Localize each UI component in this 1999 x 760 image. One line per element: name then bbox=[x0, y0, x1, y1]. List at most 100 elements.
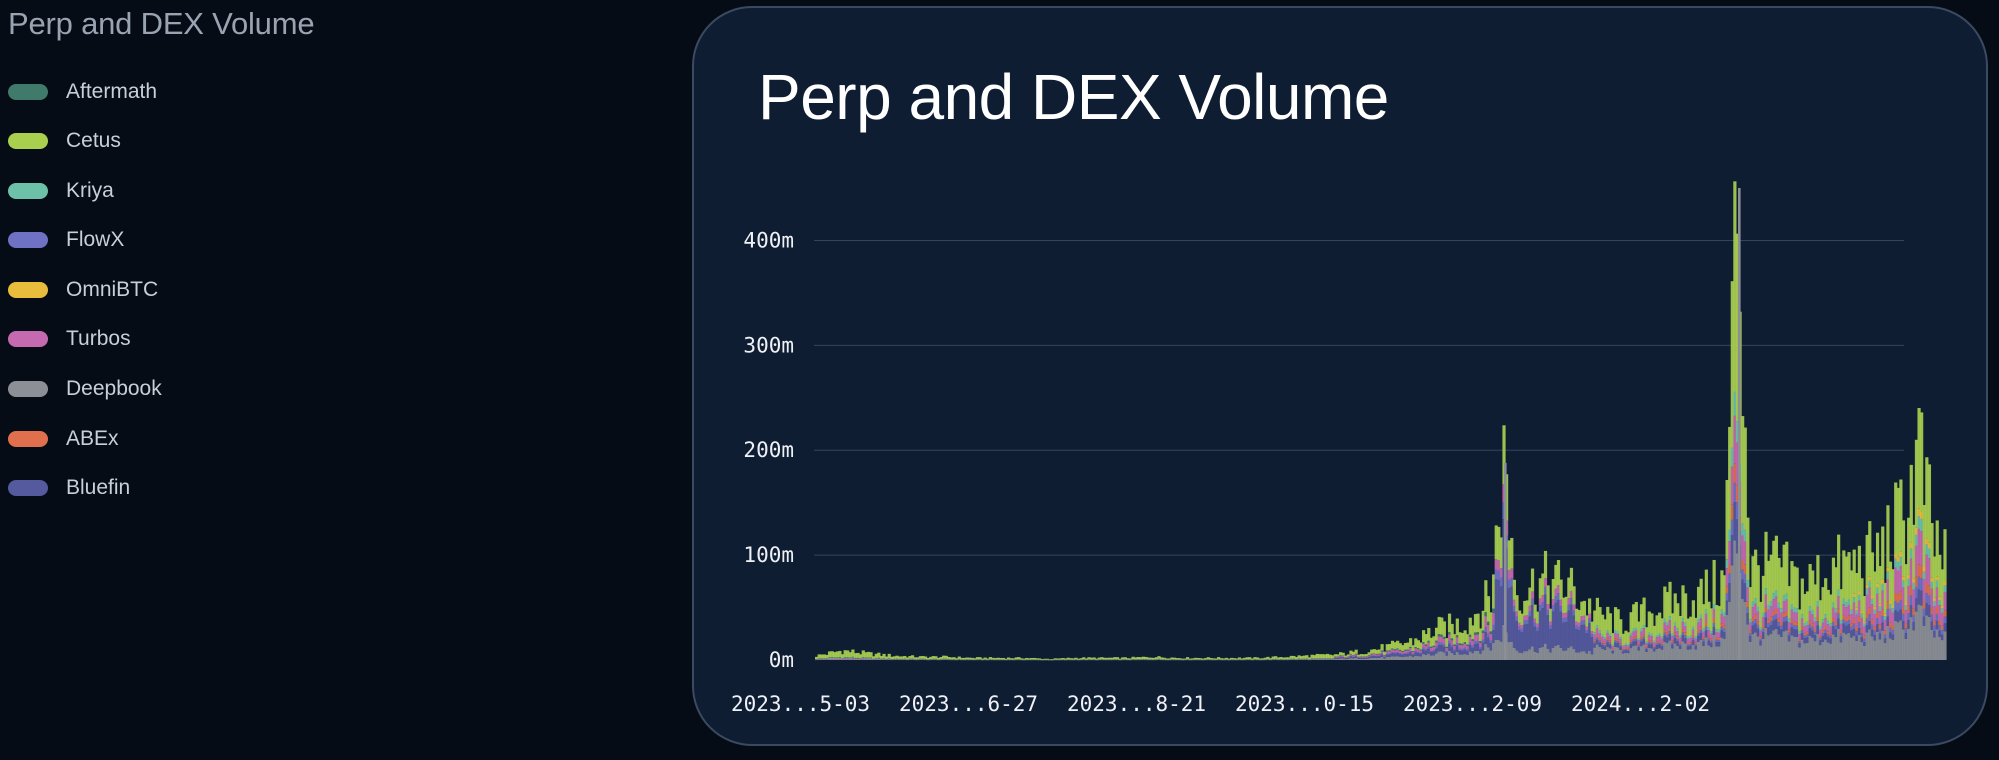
bar-segment-cetus bbox=[1300, 656, 1304, 659]
bar-segment-cetus bbox=[1364, 654, 1369, 657]
bar-segment-kriya bbox=[846, 657, 850, 659]
legend-item-deepbook[interactable]: Deepbook bbox=[8, 370, 162, 409]
bar-segment-cetus bbox=[1030, 657, 1034, 660]
legend-item-abex[interactable]: ABEx bbox=[8, 419, 162, 458]
bar-segment-cetus bbox=[1676, 603, 1680, 629]
legend-item-omnibtc[interactable]: OmniBTC bbox=[8, 270, 162, 309]
bar-segment-bluefin bbox=[1746, 613, 1750, 625]
legend-item-aftermath[interactable]: Aftermath bbox=[8, 72, 162, 111]
bar-segment-flowx bbox=[1512, 606, 1516, 612]
bar-segment-cetus bbox=[1237, 657, 1242, 660]
bar-segment-deepbook bbox=[1821, 641, 1825, 660]
bar-segment-kriya bbox=[1852, 597, 1856, 603]
bar-segment-deepbook bbox=[1523, 651, 1527, 660]
bar-segment-deepbook bbox=[1533, 651, 1537, 660]
bar-segment-turbos bbox=[1894, 567, 1898, 593]
bar-segment-flowx bbox=[1920, 578, 1924, 591]
bar-segment-abex bbox=[1912, 608, 1916, 616]
bar-segment-kriya bbox=[1624, 643, 1628, 646]
bar-segment-cetus bbox=[1590, 621, 1594, 632]
bar-segment-flowx bbox=[1671, 642, 1675, 645]
bar-segment-turbos bbox=[1878, 611, 1882, 625]
bar-segment-bluefin bbox=[1619, 646, 1623, 650]
bar-segment-deepbook bbox=[1637, 650, 1641, 660]
bar-segment-flowx bbox=[1769, 621, 1773, 626]
bar-segment-flowx bbox=[1445, 651, 1449, 653]
legend-item-flowx[interactable]: FlowX bbox=[8, 221, 162, 260]
bar-segment-deepbook bbox=[1580, 651, 1584, 660]
bar-segment-deepbook bbox=[1901, 629, 1906, 660]
bar-segment-turbos bbox=[1865, 594, 1869, 613]
bar-segment-deepbook bbox=[1406, 656, 1410, 660]
bar-segment-cetus bbox=[1224, 657, 1229, 660]
legend-item-cetus[interactable]: Cetus bbox=[8, 122, 162, 161]
bar-segment-cetus bbox=[1528, 587, 1532, 606]
bar-segment-turbos bbox=[1707, 630, 1711, 637]
bar-segment-flowx bbox=[1886, 608, 1890, 617]
bar-segment-bluefin bbox=[1533, 626, 1537, 652]
bar-segment-cetus bbox=[1019, 658, 1024, 660]
bar-segment-flowx bbox=[1582, 620, 1587, 625]
bar-segment-deepbook bbox=[1751, 634, 1755, 660]
bar-segment-turbos bbox=[1398, 650, 1402, 654]
bar-segment-flowx bbox=[1567, 604, 1571, 611]
legend-item-turbos[interactable]: Turbos bbox=[8, 320, 162, 359]
bar-segment-flowx bbox=[1715, 639, 1719, 642]
bar-segment-bluefin bbox=[1364, 657, 1369, 659]
bar-segment-turbos bbox=[1691, 629, 1695, 636]
bar-segment-omnibtc bbox=[1891, 605, 1895, 609]
bar-segment-turbos bbox=[1528, 605, 1532, 612]
bar-segment-aftermath bbox=[1370, 653, 1374, 655]
bar-segment-abex bbox=[1647, 640, 1651, 643]
bar-segment-cetus bbox=[895, 655, 899, 659]
bar-segment-turbos bbox=[1341, 656, 1345, 658]
bar-segment-kriya bbox=[1891, 608, 1895, 613]
legend-label: Bluefin bbox=[66, 476, 131, 500]
legend-item-bluefin[interactable]: Bluefin bbox=[8, 469, 162, 508]
legend-item-kriya[interactable]: Kriya bbox=[8, 171, 162, 210]
bar-segment-turbos bbox=[1632, 631, 1636, 638]
bar-segment-deepbook bbox=[1359, 658, 1363, 660]
bar-segment-deepbook bbox=[1569, 646, 1574, 660]
bar-segment-turbos bbox=[1676, 631, 1680, 637]
bar-segment-flowx bbox=[1824, 629, 1828, 633]
bar-segment-turbos bbox=[1372, 654, 1376, 656]
bar-segment-omnibtc bbox=[1868, 576, 1872, 581]
bar-segment-flowx bbox=[1411, 653, 1415, 655]
bar-segment-cetus bbox=[999, 657, 1003, 660]
bar-segment-turbos bbox=[877, 658, 881, 660]
bar-segment-cetus bbox=[900, 656, 904, 659]
bar-segment-bluefin bbox=[1909, 605, 1913, 618]
bar-segment-deepbook bbox=[1414, 655, 1418, 660]
bar-segment-turbos bbox=[1543, 578, 1548, 587]
bar-segment-flowx bbox=[1580, 620, 1584, 625]
bar-segment-bluefin bbox=[1388, 654, 1392, 657]
bar-segment-cetus bbox=[1134, 657, 1138, 660]
bar-segment-deepbook bbox=[1860, 642, 1864, 660]
bar-segment-cetus bbox=[1284, 657, 1288, 660]
bar-segment-deepbook bbox=[1577, 652, 1581, 660]
bar-segment-abex bbox=[1930, 607, 1934, 615]
bar-segment-flowx bbox=[1398, 653, 1402, 655]
bar-segment-kriya bbox=[1709, 631, 1714, 634]
bar-segment-cetus bbox=[1432, 636, 1436, 646]
bar-segment-turbos bbox=[1769, 606, 1773, 617]
bar-segment-cetus bbox=[1852, 549, 1856, 594]
bar-segment-flowx bbox=[1613, 640, 1618, 643]
bar-segment-cetus bbox=[843, 650, 847, 658]
bar-segment-bluefin bbox=[1912, 622, 1916, 631]
bar-segment-bluefin bbox=[1686, 646, 1690, 650]
bar-segment-cetus bbox=[1185, 657, 1190, 660]
bar-segment-cetus bbox=[1089, 657, 1094, 660]
bar-segment-bluefin bbox=[1492, 630, 1496, 643]
bar-segment-deepbook bbox=[1834, 636, 1838, 660]
bar-segment-aftermath bbox=[1385, 650, 1389, 652]
bar-segment-cetus bbox=[885, 656, 889, 659]
bar-segment-turbos bbox=[1650, 636, 1654, 641]
bar-segment-cetus bbox=[1593, 610, 1597, 633]
bar-segment-cetus bbox=[1538, 578, 1542, 599]
bar-segment-cetus bbox=[1787, 586, 1791, 619]
bar-segment-cetus bbox=[1084, 658, 1088, 660]
bar-segment-cetus bbox=[1476, 613, 1480, 633]
